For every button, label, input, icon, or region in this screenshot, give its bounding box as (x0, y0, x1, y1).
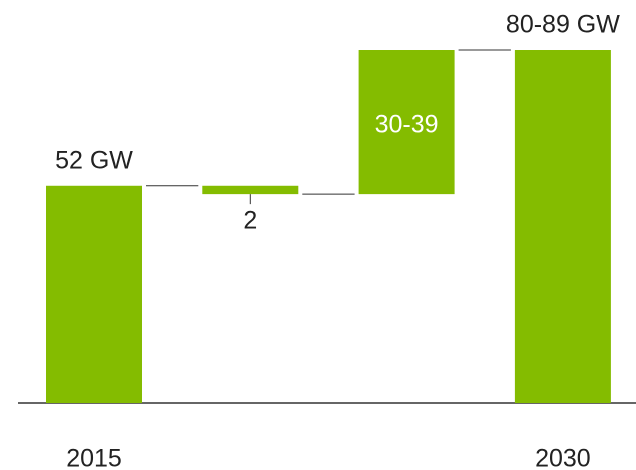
bar (202, 185, 299, 195)
value-label: 2 (243, 207, 257, 235)
value-label: 80-89 GW (506, 11, 620, 39)
x-tick-label: 2030 (535, 445, 591, 470)
bar (358, 50, 455, 195)
x-tick-label: 2015 (66, 445, 122, 470)
value-label: 52 GW (55, 146, 133, 174)
bar (514, 50, 611, 403)
value-label: 30-39 (375, 111, 439, 139)
bar (46, 185, 142, 403)
